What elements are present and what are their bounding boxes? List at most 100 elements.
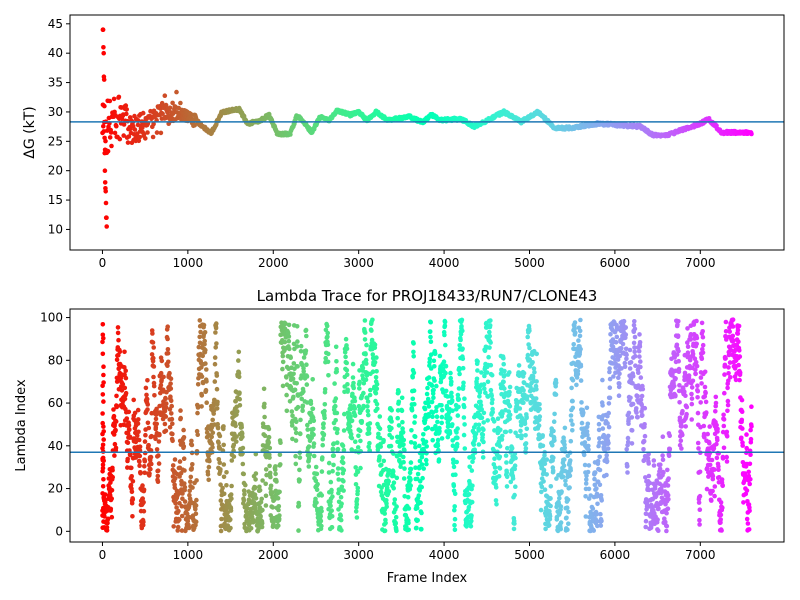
- bottom-data-point: [626, 410, 632, 416]
- bottom-data-point: [185, 519, 191, 524]
- bottom-data-point: [109, 488, 115, 493]
- bottom-data-point: [594, 519, 600, 524]
- bottom-data-point: [202, 330, 208, 335]
- bottom-data-point: [664, 528, 669, 534]
- bottom-data-point: [419, 510, 424, 516]
- bottom-data-point: [214, 373, 220, 378]
- bottom-data-point: [620, 341, 626, 347]
- bottom-data-point: [454, 459, 460, 465]
- bottom-data-point: [358, 465, 363, 471]
- bottom-data-point: [296, 503, 302, 509]
- bottom-data-point: [263, 503, 269, 508]
- bottom-data-point: [322, 402, 328, 407]
- bottom-data-point: [682, 389, 687, 395]
- bottom-data-point: [548, 496, 553, 501]
- bottom-data-point: [151, 345, 156, 350]
- bottom-data-point: [301, 369, 307, 374]
- bottom-data-point: [617, 371, 622, 377]
- bottom-data-point: [707, 450, 713, 456]
- bottom-data-point: [561, 463, 567, 469]
- top-data-point: [103, 200, 109, 206]
- bottom-data-point: [479, 415, 485, 421]
- bottom-data-point: [411, 354, 417, 359]
- bottom-data-point: [664, 523, 670, 529]
- bottom-data-point: [200, 353, 205, 359]
- bottom-data-point: [259, 524, 265, 530]
- bottom-data-point: [175, 524, 181, 530]
- bottom-data-point: [634, 406, 639, 411]
- bottom-data-point: [321, 425, 326, 431]
- bottom-data-point: [347, 424, 353, 429]
- bottom-data-point: [212, 361, 218, 367]
- bottom-data-point: [236, 349, 242, 355]
- bottom-data-point: [228, 525, 233, 531]
- bottom-data-point: [469, 499, 475, 505]
- bottom-data-point: [595, 458, 601, 464]
- bottom-data-point: [561, 439, 567, 444]
- bottom-data-point: [300, 408, 305, 414]
- bottom-data-point: [502, 368, 507, 374]
- bottom-data-point: [149, 352, 155, 357]
- bottom-data-point: [389, 435, 395, 440]
- bottom-data-point: [189, 442, 195, 448]
- bottom-data-point: [409, 428, 414, 433]
- bottom-data-point: [660, 457, 666, 463]
- bottom-data-point: [666, 453, 672, 459]
- bottom-data-point: [442, 332, 447, 338]
- bottom-data-point: [408, 483, 414, 488]
- bottom-data-point: [424, 444, 430, 449]
- bottom-data-point: [651, 458, 657, 463]
- bottom-data-point: [666, 497, 671, 502]
- bottom-data-point: [315, 481, 320, 487]
- bottom-data-point: [123, 368, 128, 374]
- bottom-data-point: [412, 414, 418, 419]
- bottom-data-point: [253, 471, 259, 476]
- bottom-data-point: [428, 319, 434, 325]
- bottom-data-point: [633, 363, 638, 369]
- bottom-data-point: [718, 512, 724, 518]
- bottom-data-point: [592, 470, 598, 475]
- bottom-data-point: [408, 477, 413, 483]
- bottom-data-point: [423, 439, 429, 445]
- bottom-data-point: [689, 401, 695, 407]
- bottom-data-point: [203, 347, 208, 353]
- bottom-data-point: [326, 470, 332, 475]
- bottom-data-point: [176, 490, 182, 496]
- bottom-data-point: [449, 398, 455, 403]
- bottom-data-point: [424, 461, 429, 467]
- bottom-data-point: [273, 471, 278, 477]
- bottom-data-point: [629, 415, 635, 420]
- bottom-data-point: [493, 469, 499, 475]
- bottom-data-point: [233, 423, 238, 429]
- bottom-data-point: [581, 410, 586, 415]
- bottom-data-point: [154, 421, 159, 427]
- bottom-data-point: [391, 486, 397, 491]
- bottom-data-point: [461, 380, 466, 386]
- bottom-data-point: [636, 370, 641, 376]
- top-data-point: [102, 180, 108, 185]
- bottom-data-point: [581, 452, 587, 458]
- bottom-data-point: [443, 370, 448, 376]
- bottom-data-point: [335, 440, 340, 446]
- bottom-data-point: [600, 403, 605, 408]
- bottom-data-point: [362, 330, 368, 335]
- bottom-data-point: [142, 459, 148, 464]
- bottom-data-point: [461, 432, 467, 438]
- bottom-data-point: [169, 416, 175, 422]
- bottom-data-point: [642, 405, 648, 411]
- bottom-data-point: [413, 444, 418, 450]
- bottom-data-point: [153, 436, 158, 442]
- bottom-data-point: [329, 514, 335, 519]
- bottom-data-point: [700, 342, 706, 348]
- bottom-data-point: [684, 404, 690, 410]
- bottom-data-point: [689, 385, 695, 390]
- bottom-data-point: [676, 348, 681, 354]
- bottom-data-point: [568, 438, 574, 444]
- bottom-data-point: [229, 458, 235, 463]
- bottom-data-point: [177, 517, 182, 522]
- bottom-data-point: [704, 410, 709, 415]
- bottom-data-point: [169, 403, 174, 409]
- bottom-data-point: [452, 491, 458, 497]
- bottom-data-point: [539, 484, 545, 490]
